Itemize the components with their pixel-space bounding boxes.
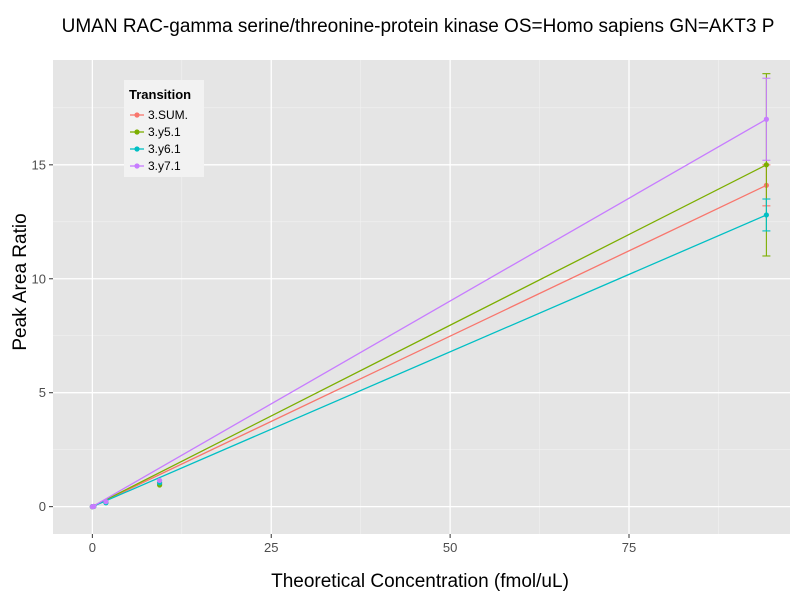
series-line: [92, 184, 767, 508]
legend-items: 3.SUM. 3.y5.1 3.y6.1 3.y7.1: [130, 108, 188, 173]
series-line: [92, 118, 767, 508]
y-axis: 0 5 10 15: [32, 157, 53, 514]
chart-title: UMAN RAC-gamma serine/threonine-protein …: [62, 16, 775, 37]
legend-key-point: [134, 146, 140, 152]
x-tick-label: 25: [264, 540, 278, 555]
legend-title: Transition: [129, 87, 191, 102]
data-point: [91, 503, 97, 510]
legend-key-point: [134, 112, 140, 118]
legend-label: 3.SUM.: [148, 108, 188, 122]
legend-label: 3.y5.1: [148, 125, 181, 139]
y-axis-title: Peak Area Ratio: [10, 213, 31, 350]
x-tick-label: 0: [89, 540, 96, 555]
series-line: [92, 214, 767, 508]
y-tick-label: 10: [32, 271, 46, 286]
series-3-y7-1: [89, 77, 771, 510]
data-point: [157, 477, 163, 484]
legend-label: 3.y7.1: [148, 159, 181, 173]
x-tick-label: 50: [443, 540, 457, 555]
series-layer: [89, 73, 771, 510]
legend-key-point: [134, 129, 140, 135]
data-point: [103, 499, 109, 505]
legend: Transition 3.SUM. 3.y5.1 3.y6.1 3.y7.1: [124, 80, 204, 177]
y-tick-label: 5: [39, 385, 46, 400]
y-tick-label: 15: [32, 157, 46, 172]
data-point: [763, 162, 769, 168]
x-axis-title: Theoretical Concentration (fmol/uL): [271, 571, 569, 592]
legend-background: [124, 80, 204, 177]
legend-label: 3.y6.1: [148, 142, 181, 156]
y-tick-label: 0: [39, 499, 46, 514]
data-point: [763, 212, 769, 218]
series-line: [92, 164, 767, 508]
data-point: [763, 116, 769, 122]
x-axis: 0 25 50 75: [89, 534, 636, 555]
legend-key-point: [134, 163, 140, 169]
x-tick-label: 75: [622, 540, 636, 555]
